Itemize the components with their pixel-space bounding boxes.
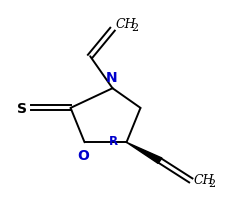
Text: 2: 2 bbox=[208, 178, 215, 188]
Text: N: N bbox=[105, 70, 116, 84]
Text: S: S bbox=[17, 101, 27, 115]
Text: CH: CH bbox=[115, 18, 136, 31]
Text: 2: 2 bbox=[131, 23, 138, 33]
Polygon shape bbox=[126, 143, 161, 164]
Text: O: O bbox=[77, 148, 89, 162]
Text: CH: CH bbox=[192, 173, 213, 186]
Text: R: R bbox=[108, 134, 117, 147]
